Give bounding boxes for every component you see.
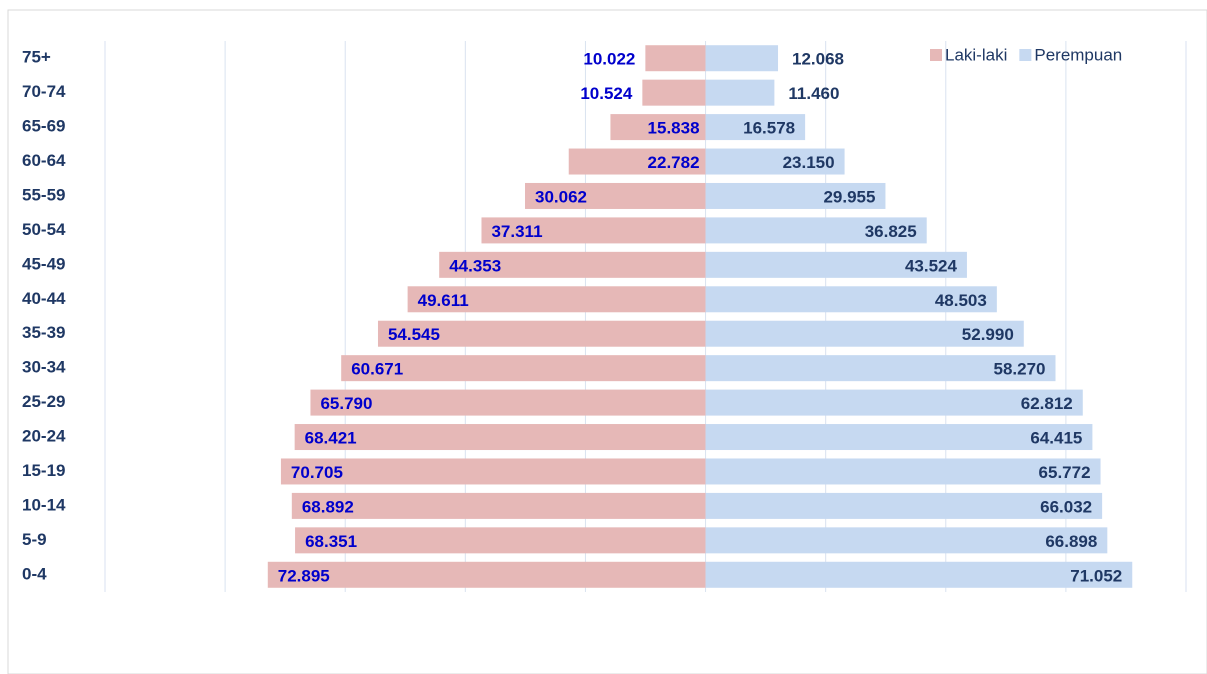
bar-male (525, 182, 706, 209)
category-label: 60-64 (22, 151, 66, 170)
legend-label: Perempuan (1034, 45, 1122, 64)
value-label: 16.578 (743, 119, 795, 138)
bar-male (291, 492, 706, 519)
value-label: 36.825 (865, 222, 917, 241)
bar-female (705, 217, 927, 244)
value-label: 49.611 (418, 291, 469, 310)
bar-male (481, 217, 706, 244)
bar-female (705, 114, 806, 141)
bar-male (377, 320, 706, 347)
category-label: 55-59 (22, 185, 65, 204)
category-label: 35-39 (22, 323, 65, 342)
category-label: 30-34 (22, 358, 66, 377)
value-label: 66.898 (1045, 532, 1097, 551)
bar-female (705, 389, 1083, 416)
legend-swatch (930, 49, 942, 61)
value-label: 58.270 (993, 360, 1045, 379)
bar-male (295, 527, 706, 554)
bar-female (705, 286, 997, 313)
value-label: 11.460 (788, 84, 839, 103)
category-label: 75+ (22, 48, 51, 67)
value-label: 54.545 (388, 325, 440, 344)
value-label: 10.022 (583, 50, 635, 69)
value-label: 52.990 (962, 325, 1014, 344)
value-label: 65.790 (320, 394, 372, 413)
value-label: 65.772 (1039, 463, 1091, 482)
bar-male (439, 251, 706, 278)
bar-female (705, 45, 779, 72)
value-label: 68.421 (305, 429, 357, 448)
value-label: 12.068 (792, 50, 844, 69)
category-label: 10-14 (22, 495, 66, 514)
value-label: 44.353 (449, 256, 501, 275)
bar-female (705, 458, 1101, 485)
value-label: 70.705 (291, 463, 343, 482)
bar-male (610, 114, 706, 141)
bar-male (280, 458, 706, 485)
value-label: 60.671 (351, 360, 403, 379)
value-label: 10.524 (580, 84, 633, 103)
bar-female (705, 355, 1056, 382)
value-label: 22.782 (648, 153, 700, 172)
bar-male (407, 286, 706, 313)
bar-female (705, 320, 1024, 347)
value-label: 43.524 (905, 256, 958, 275)
value-label: 64.415 (1030, 429, 1082, 448)
bar-male (267, 561, 706, 588)
category-label: 25-29 (22, 392, 65, 411)
value-label: 48.503 (935, 291, 987, 310)
bar-male (568, 148, 706, 175)
bar-female (705, 182, 886, 209)
legend-swatch (1019, 49, 1032, 61)
bar-female (705, 492, 1103, 519)
bar-male (645, 45, 706, 72)
category-label: 15-19 (22, 461, 65, 480)
bar-male (642, 79, 706, 106)
value-label: 68.892 (302, 497, 354, 516)
bar-female (705, 148, 845, 175)
category-label: 45-49 (22, 254, 65, 273)
value-label: 71.052 (1070, 566, 1122, 585)
value-label: 23.150 (783, 153, 835, 172)
value-label: 15.838 (648, 119, 700, 138)
bar-female (705, 79, 775, 106)
bar-female (705, 424, 1093, 451)
category-label: 5-9 (22, 530, 47, 549)
value-label: 37.311 (491, 222, 542, 241)
value-label: 66.032 (1040, 497, 1092, 516)
bar-male (310, 389, 706, 416)
value-label: 68.351 (305, 532, 357, 551)
category-label: 40-44 (22, 289, 66, 308)
legend-label: Laki-laki (945, 45, 1007, 64)
value-label: 30.062 (535, 187, 587, 206)
value-label: 62.812 (1021, 394, 1073, 413)
category-label: 0-4 (22, 564, 47, 583)
bar-female (705, 561, 1133, 588)
bar-female (705, 527, 1108, 554)
bar-male (341, 355, 706, 382)
category-label: 20-24 (22, 427, 66, 446)
category-label: 70-74 (22, 82, 66, 101)
value-label: 29.955 (823, 187, 875, 206)
category-label: 65-69 (22, 117, 65, 136)
category-label: 50-54 (22, 220, 66, 239)
bar-female (705, 251, 967, 278)
value-label: 72.895 (278, 566, 330, 585)
bar-male (294, 424, 706, 451)
